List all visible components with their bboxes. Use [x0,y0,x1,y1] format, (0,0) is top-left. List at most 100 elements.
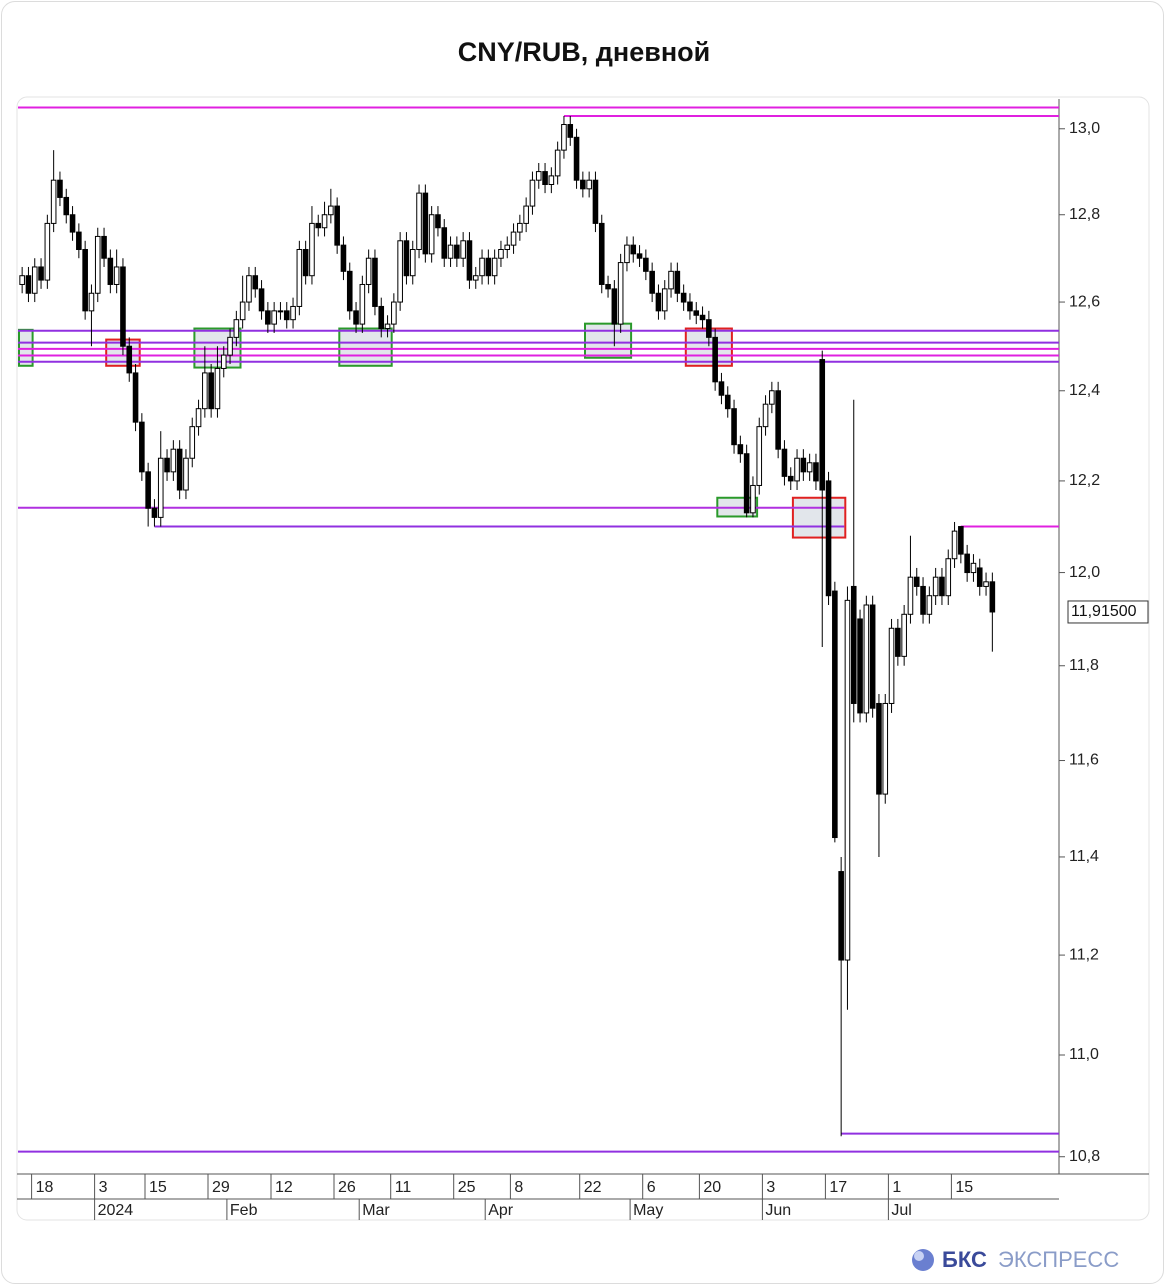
last-price-label: 11,91500 [1071,603,1137,620]
x-tick-label: 18 [36,1179,54,1196]
x-tick-label: 17 [829,1179,847,1196]
candle-body [832,590,838,839]
candle-body [580,179,586,190]
candle-body [655,292,662,312]
candle-body [800,457,807,473]
candle-body [31,266,38,294]
candle-body [126,345,133,374]
candle-body [57,179,63,198]
candle-body [976,567,983,587]
candle-body [50,179,57,224]
candle-body [88,292,95,312]
candle-body [920,585,926,615]
candle-body [750,484,756,514]
chart-title: CNY/RUB, дневной [458,37,710,67]
candle-body [718,381,725,396]
candle-body [649,270,655,294]
x-tick-label: 8 [514,1179,523,1196]
candle-body [951,530,958,560]
x-tick-label-secondary: May [633,1202,663,1219]
candle-body [787,475,794,482]
candle-body [359,283,366,325]
candle-body [756,426,763,486]
x-tick-label: 6 [647,1179,656,1196]
candle-body [328,205,334,216]
candle-body [737,444,744,455]
candle-body [844,599,851,961]
candle-body [233,319,240,338]
candle-body [422,192,429,255]
candle-body [498,248,504,259]
candle-body [454,244,460,259]
brand-icon-highlight [914,1251,924,1261]
candle-body [428,214,435,255]
candle-body [63,196,70,216]
candle-body [813,462,819,482]
x-tick-label: 15 [955,1179,973,1196]
candle-body [277,310,284,313]
candle-body [504,244,511,250]
candle-body [769,390,775,405]
candle-body [636,253,643,259]
candle-body [699,314,706,321]
zone [18,328,34,367]
candle-body [932,576,939,597]
candle-body [315,222,322,229]
candle-body [76,231,82,250]
x-tick-label-secondary: Jul [891,1202,911,1219]
candle-body [239,301,246,321]
candle-body [624,244,630,264]
candle-body [806,462,813,473]
candle-body [548,175,555,185]
candle-body [346,270,353,312]
candle-body [939,576,945,597]
candle-body [195,408,202,428]
candle-body [876,702,882,795]
candle-body [561,124,567,151]
x-tick-label-secondary: 2024 [98,1202,134,1219]
candle-body [724,394,731,410]
candle-body [882,702,889,795]
zone [584,322,633,359]
candle-body [598,222,605,285]
candle-body [731,408,737,446]
candle-body [82,248,88,312]
x-tick-label-secondary: Jun [765,1202,791,1219]
candle-body [321,214,328,229]
x-tick-label: 1 [892,1179,901,1196]
candle-body [271,310,277,325]
candle-body [151,507,158,518]
candle-body [888,627,895,704]
candle-body [605,283,611,290]
candle-body [372,257,378,307]
candle-body [183,457,189,491]
candle-body [554,149,561,177]
candle-body [542,171,548,185]
candle-body [145,471,151,509]
candle-body [101,235,107,259]
y-tick-label: 11,6 [1069,752,1099,769]
candle-body [353,310,359,325]
candle-body [510,231,517,246]
candle-body [895,627,901,657]
candle-body [309,222,315,277]
candle-body [466,240,473,281]
candle-body [334,205,340,246]
candle-body [762,403,769,428]
candle-body [643,257,649,272]
brand-icon [912,1249,934,1271]
candle-body [365,257,372,285]
candle-body [25,275,32,294]
candle-body [586,179,592,190]
candle-body [945,558,952,597]
candle-body [529,179,536,207]
x-tick-label: 3 [99,1179,108,1196]
candle-body [964,553,970,574]
y-tick-label: 12,8 [1069,206,1100,223]
candle-body [19,275,25,285]
y-tick-label: 13,0 [1069,120,1100,137]
y-tick-label: 12,2 [1069,472,1100,489]
candle-body [857,618,863,714]
